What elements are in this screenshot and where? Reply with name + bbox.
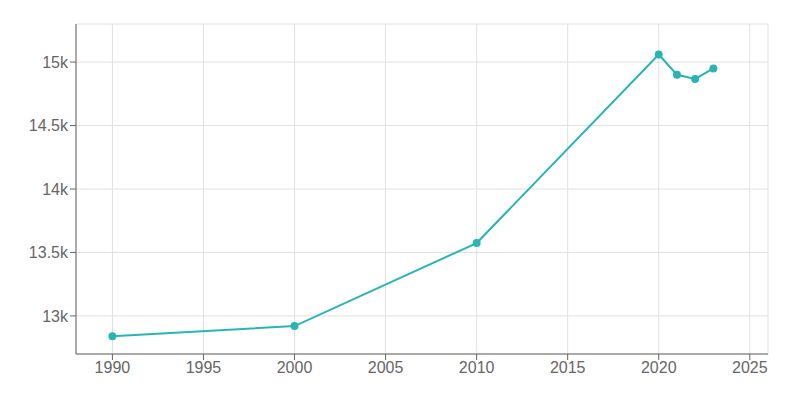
svg-text:15k: 15k	[42, 54, 69, 71]
svg-text:2010: 2010	[459, 359, 495, 376]
svg-text:13k: 13k	[42, 308, 69, 325]
svg-text:14.5k: 14.5k	[29, 117, 69, 134]
svg-text:2025: 2025	[732, 359, 768, 376]
svg-text:2015: 2015	[550, 359, 586, 376]
svg-text:13.5k: 13.5k	[29, 244, 69, 261]
svg-text:1995: 1995	[186, 359, 222, 376]
svg-text:14k: 14k	[42, 181, 69, 198]
svg-text:2000: 2000	[277, 359, 313, 376]
svg-text:1990: 1990	[95, 359, 131, 376]
svg-text:2005: 2005	[368, 359, 404, 376]
svg-text:2020: 2020	[641, 359, 677, 376]
